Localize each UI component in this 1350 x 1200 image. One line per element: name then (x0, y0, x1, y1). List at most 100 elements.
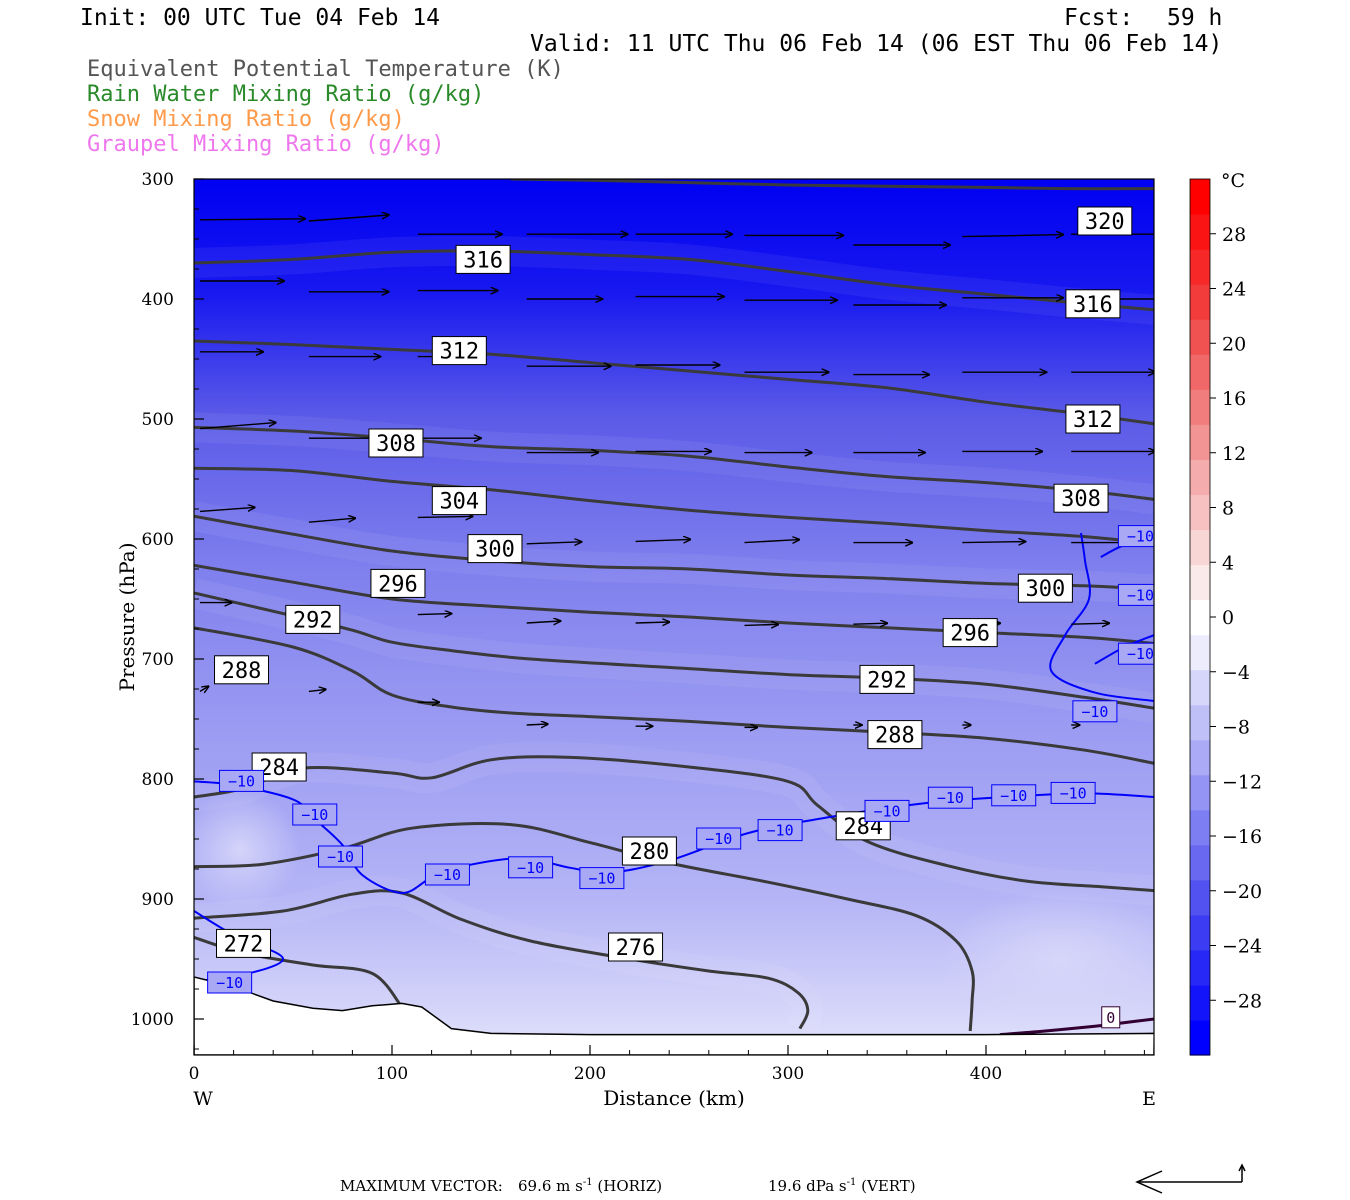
field-label-graupel: Graupel Mixing Ratio (g/kg) (87, 132, 445, 157)
colorbar-segment (1190, 354, 1210, 390)
y-axis-tick-label: 600 (142, 530, 174, 550)
theta-e-contour-292 (194, 591, 1154, 710)
wind-vector (635, 539, 691, 541)
colorbar-tick-label: −8 (1222, 717, 1250, 739)
temperature-label-box (292, 803, 338, 826)
theta-e-label-box (455, 244, 511, 274)
plot-frame (193, 178, 1155, 1056)
theta-e-label: 288 (875, 724, 915, 749)
max-vector-vertical-exponent: -1 (846, 1177, 857, 1188)
max-vector-vertical-value: 19.6 dPa s (768, 1177, 847, 1195)
temperature-label: −10 (216, 974, 243, 992)
theta-e-contour-288 (194, 626, 1154, 765)
wind-vector (744, 540, 800, 543)
temperature-label-box (318, 845, 364, 868)
theta-e-label-box (431, 486, 487, 516)
colorbar-segment (1190, 809, 1210, 846)
wind-vector (526, 724, 548, 725)
colorbar-tick-label: 0 (1222, 607, 1234, 629)
temperature-label: −10 (228, 772, 255, 790)
wind-vector (417, 614, 452, 615)
colorbar-segment (1190, 1019, 1210, 1056)
colorbar-segment (1190, 424, 1210, 460)
warm-region (194, 790, 300, 910)
colorbar-segment (1190, 879, 1210, 916)
colorbar-tick-label: −4 (1222, 662, 1250, 684)
colorbar-tick-label: 8 (1222, 498, 1234, 520)
temperature-label-box (927, 786, 973, 809)
temperature-label-box (696, 827, 742, 850)
colorbar-unit: °C (1221, 170, 1245, 192)
colorbar-segment (1190, 494, 1210, 530)
x-axis-tick-label: 200 (574, 1064, 606, 1084)
colorbar-tick-label: −28 (1222, 990, 1262, 1012)
max-vector-vertical-unit: (VERT) (861, 1177, 916, 1195)
temperature-label: −10 (517, 859, 544, 877)
field-label-snow: Snow Mixing Ratio (g/kg) (87, 107, 405, 132)
temperature-contour (1049, 532, 1154, 702)
max-vector-horizontal-exponent: -1 (582, 1177, 593, 1188)
colorbar-segment (1190, 459, 1210, 495)
temperature-label-box (1117, 583, 1154, 606)
theta-e-label: 300 (475, 538, 515, 563)
wind-vector (308, 689, 326, 691)
colorbar-segment (1190, 669, 1210, 706)
theta-e-label-box (370, 568, 426, 598)
temperature-label-box (424, 863, 470, 886)
y-axis-tick-label: 400 (142, 290, 174, 310)
theta-e-label: 312 (1073, 408, 1113, 433)
theta-e-contour-316 (194, 249, 1154, 312)
temperature-label: −10 (1000, 787, 1027, 805)
theta-e-label-box (1017, 573, 1073, 603)
temperature-label-box (1117, 642, 1154, 665)
temperature-label: −10 (873, 802, 900, 820)
theta-e-label-box (1065, 404, 1121, 434)
theta-e-label: 308 (376, 432, 416, 457)
wind-vector (199, 219, 305, 220)
max-vector-horizontal: 69.6 m s-1 (HORIZ) (518, 1177, 662, 1195)
wind-vector (199, 423, 276, 430)
temperature-label: −10 (1127, 528, 1154, 546)
theta-e-label: 288 (222, 659, 262, 684)
colorbar-segment (1190, 984, 1210, 1021)
field-label-theta-e: Equivalent Potential Temperature (K) (87, 57, 564, 82)
theta-e-label: 284 (259, 756, 299, 781)
colorbar-segment (1190, 389, 1210, 425)
wind-vector (199, 507, 255, 513)
colorbar-segment (1190, 914, 1210, 951)
theta-e-label: 316 (1073, 293, 1113, 318)
theta-e-label-box (1053, 483, 1109, 513)
init-time: Init: 00 UTC Tue 04 Feb 14 (80, 5, 441, 31)
theta-e-label-box (621, 836, 677, 866)
temperature-label: −10 (767, 822, 794, 840)
theta-e-label-box (285, 604, 341, 634)
colorbar-segment (1190, 634, 1210, 671)
colorbar-tick-label: −12 (1222, 771, 1262, 793)
temperature-label: −10 (327, 848, 354, 866)
temperature-label: −10 (434, 866, 461, 884)
wind-vector (962, 542, 1025, 543)
theta-e-contour-312 (194, 339, 1154, 426)
theta-e-label: 308 (1061, 487, 1101, 512)
theta-e-label: 296 (378, 572, 418, 597)
temperature-label-box (579, 867, 625, 890)
theta-e-label-box (1065, 289, 1121, 319)
terrain (194, 976, 1154, 1055)
x-axis-title: Distance (km) (603, 1086, 745, 1110)
temperature-label: −10 (705, 830, 732, 848)
colorbar-tick-label: 20 (1222, 333, 1246, 355)
theta-e-label: 300 (1026, 577, 1066, 602)
colorbar-tick-label: −20 (1222, 881, 1262, 903)
temperature-label: −10 (1060, 784, 1087, 802)
wind-vector (308, 518, 355, 522)
theta-e-contour-308 (194, 425, 1154, 501)
theta-e-label: 304 (439, 490, 479, 515)
y-axis-tick-label: 300 (142, 170, 174, 190)
colorbar-tick-label: 12 (1222, 443, 1246, 465)
wind-vector (962, 235, 1063, 237)
wind-vector (417, 516, 473, 517)
colorbar-segment (1190, 284, 1210, 320)
colorbar-segment (1190, 704, 1210, 741)
temperature-contour-zero (999, 1017, 1154, 1037)
temperature-label-box (508, 856, 554, 879)
